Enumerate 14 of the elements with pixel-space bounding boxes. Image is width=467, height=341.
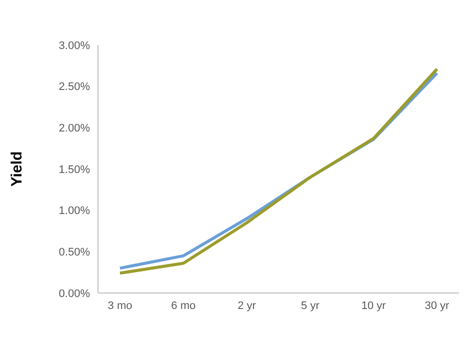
y-tick-label: 0.50%: [58, 246, 90, 259]
y-tick-label: 1.50%: [58, 164, 90, 176]
x-tick-label: 5 yr: [301, 300, 320, 312]
y-tick-label: 0.00%: [58, 288, 90, 300]
x-tick-label: 10 yr: [361, 300, 386, 312]
x-tick-label: 6 mo: [171, 300, 196, 312]
y-tick-label: 2.50%: [58, 81, 90, 94]
y-tick-label: 2.00%: [58, 122, 90, 135]
y-tick-label: 1.00%: [58, 205, 90, 218]
x-tick-label: 30 yr: [424, 300, 450, 312]
y-axis-title: Yield: [8, 151, 26, 187]
x-tick-label: 2 yr: [238, 300, 256, 312]
y-tick-label: 3.00%: [58, 40, 90, 52]
x-tick-label: 3 mo: [108, 300, 132, 312]
